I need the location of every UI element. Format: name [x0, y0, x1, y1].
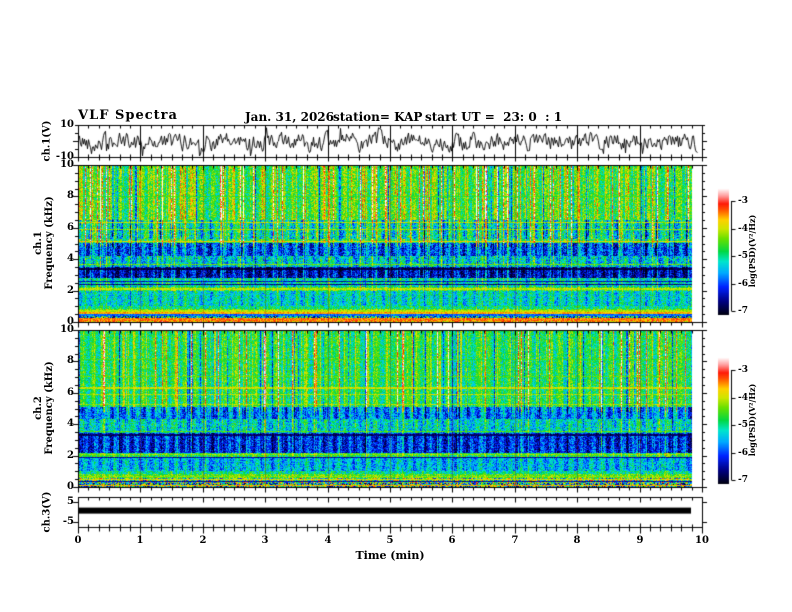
- y-tick-label-spec1: 6: [67, 222, 74, 233]
- y-tick-label-spec1: 4: [67, 253, 74, 264]
- y-tick-label-spec2: 2: [67, 450, 74, 461]
- y-tick-label-wave: -10: [55, 151, 74, 162]
- y-tick-label-spec1: 2: [67, 285, 74, 296]
- y-tick-label-ch3: 5: [67, 496, 74, 507]
- colorbar-tick-label: -5: [738, 420, 748, 430]
- y-tick-label-wave: 10: [60, 119, 74, 130]
- spec2-ylabel-line1: ch.2: [33, 396, 44, 420]
- x-tick-label: 2: [199, 535, 207, 546]
- y-tick-label-spec2: 4: [67, 418, 74, 429]
- x-tick-label: 4: [324, 535, 332, 546]
- y-tick-label-spec1: 10: [60, 159, 74, 170]
- y-tick-label-spec2: 0: [67, 481, 74, 492]
- date-label: Jan. 31, 2026: [245, 110, 334, 124]
- x-tick-label: 9: [636, 535, 644, 546]
- colorbar1-label: log(PSD)(V²/Hz): [747, 214, 757, 288]
- y-tick-label-spec2: 10: [60, 324, 74, 335]
- colorbar-tick-label: -4: [738, 393, 748, 403]
- y-tick-label-spec1: 8: [67, 190, 74, 201]
- colorbar-tick-label: -5: [738, 251, 748, 261]
- start-ut-label: start UT = 23: 0 : 1: [425, 110, 563, 124]
- spec1-ylabel-line2: Frequency (kHz): [44, 196, 55, 290]
- colorbar-tick-label: -3: [738, 365, 748, 375]
- colorbar-tick-label: -4: [738, 224, 748, 234]
- x-tick-label: 5: [386, 535, 394, 546]
- x-tick-label: 8: [573, 535, 581, 546]
- spec2-ylabel: ch.2 Frequency (kHz): [33, 361, 55, 454]
- colorbar2-label: log(PSD)(V²/Hz): [747, 383, 757, 457]
- colorbar-tick-label: -7: [738, 306, 748, 316]
- x-tick-label: 6: [448, 535, 456, 546]
- spec1-ylabel-line1: ch.1: [33, 231, 44, 255]
- spec2-ylabel-line2: Frequency (kHz): [44, 361, 55, 455]
- colorbar-tick-label: -6: [738, 448, 748, 458]
- x-tick-label: 0: [74, 535, 82, 546]
- y-tick-label-spec2: 8: [67, 355, 74, 366]
- time-axis-label: Time (min): [355, 549, 425, 562]
- colorbar-tick-label: -6: [738, 279, 748, 289]
- chart-title: VLF Spectra: [78, 108, 178, 123]
- y-tick-label-spec1: 0: [67, 316, 74, 327]
- x-tick-label: 7: [511, 535, 519, 546]
- station-label: station= KAP: [333, 110, 423, 124]
- x-tick-label: 10: [695, 535, 709, 546]
- x-tick-label: 1: [136, 535, 144, 546]
- spec1-ylabel: ch.1 Frequency (kHz): [33, 196, 55, 289]
- colorbar-tick-label: -3: [738, 196, 748, 206]
- y-tick-label-spec2: 6: [67, 387, 74, 398]
- colorbar-tick-label: -7: [738, 475, 748, 485]
- y-tick-label-ch3: -5: [62, 516, 74, 527]
- x-tick-label: 3: [261, 535, 269, 546]
